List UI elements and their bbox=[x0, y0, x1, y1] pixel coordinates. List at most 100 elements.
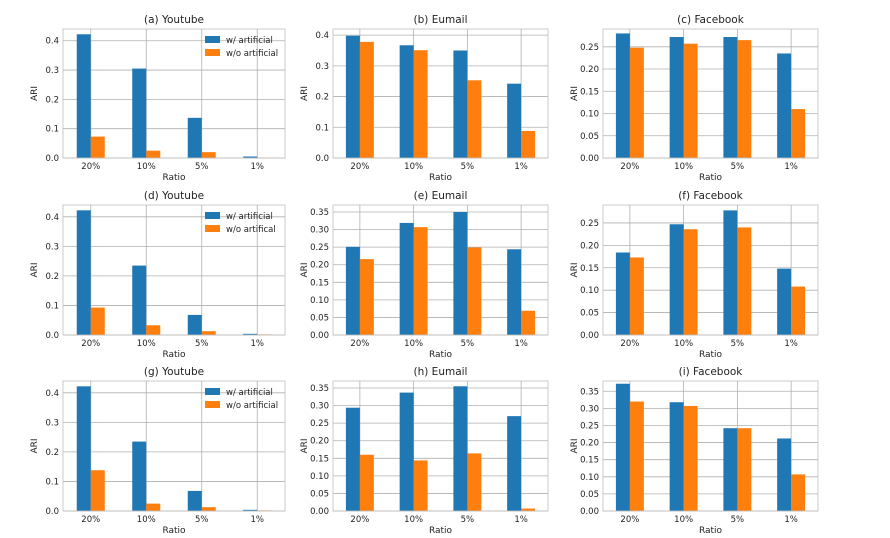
y-tick-label: 0.4 bbox=[45, 389, 59, 399]
y-tick-label: 0.00 bbox=[310, 331, 329, 341]
bar-without-3 bbox=[467, 247, 482, 335]
y-tick-label: 0.3 bbox=[45, 66, 59, 76]
y-tick-label: 0.30 bbox=[580, 404, 599, 414]
x-tick-label: 10% bbox=[674, 515, 693, 525]
x-tick-label: 20% bbox=[620, 515, 639, 525]
y-tick-label: 0.10 bbox=[580, 473, 599, 483]
y-tick-label: 0.00 bbox=[580, 507, 599, 517]
x-tick-label: 1% bbox=[784, 162, 798, 172]
y-axis-label: ARI bbox=[300, 86, 310, 101]
y-tick-label: 0.20 bbox=[580, 241, 599, 251]
y-tick-label: 0.4 bbox=[45, 213, 59, 223]
x-tick-label: 1% bbox=[784, 339, 798, 349]
x-axis-label: Ratio bbox=[429, 526, 453, 536]
y-tick-label: 0.05 bbox=[580, 309, 599, 319]
plot-frame bbox=[332, 28, 549, 159]
legend-swatch bbox=[205, 49, 220, 56]
chart-title: (c) Facebook bbox=[677, 14, 745, 26]
y-tick-label: 0.15 bbox=[580, 456, 599, 466]
bar-with-3 bbox=[187, 490, 202, 511]
bar-with-1 bbox=[615, 252, 630, 335]
legend-swatch bbox=[205, 388, 220, 395]
bar-without-3 bbox=[737, 428, 752, 511]
bar-with-3 bbox=[723, 428, 738, 511]
bar-with-2 bbox=[132, 68, 147, 158]
y-tick-label: 0.1 bbox=[315, 123, 329, 133]
legend-label: w/ artificial bbox=[226, 212, 273, 222]
bar-without-1 bbox=[629, 47, 644, 159]
legend-swatch bbox=[205, 401, 220, 408]
legend-swatch bbox=[205, 36, 220, 43]
y-tick-label: 0.10 bbox=[310, 472, 329, 482]
y-tick-label: 0.25 bbox=[310, 419, 329, 429]
x-axis-label: Ratio bbox=[699, 350, 723, 360]
bar-without-2 bbox=[146, 150, 161, 158]
x-axis-label: Ratio bbox=[162, 526, 186, 536]
bar-without-2 bbox=[146, 325, 161, 335]
bar-without-4 bbox=[791, 474, 806, 511]
x-tick-label: 5% bbox=[461, 162, 475, 172]
bar-with-3 bbox=[453, 212, 468, 335]
bar-with-4 bbox=[777, 53, 792, 159]
bar-without-3 bbox=[737, 227, 752, 335]
y-tick-label: 0.05 bbox=[310, 489, 329, 499]
x-tick-label: 10% bbox=[404, 162, 423, 172]
panel-4: 0.0 0.1 0.2 0.3 0.4 20% 10% 5% 1% (d) Youtube Rati… bbox=[30, 190, 286, 360]
x-tick-label: 1% bbox=[251, 515, 265, 525]
y-tick-label: 0.2 bbox=[45, 272, 59, 282]
panel-3: 0.00 0.05 0.10 0.15 0.20 0.25 20% 10% 5% 1% (c) Fa… bbox=[570, 14, 819, 183]
plot-frame bbox=[602, 28, 819, 159]
y-axis-label: ARI bbox=[570, 262, 580, 277]
bar-with-1 bbox=[76, 386, 91, 511]
bar-without-1 bbox=[359, 41, 374, 158]
plot-frame bbox=[602, 380, 819, 512]
chart-title: (e) Eumail bbox=[414, 190, 468, 202]
y-tick-label: 0.30 bbox=[310, 402, 329, 412]
y-tick-label: 0.05 bbox=[310, 313, 329, 323]
plot-frame bbox=[62, 380, 286, 512]
x-tick-label: 20% bbox=[350, 515, 369, 525]
x-tick-label: 20% bbox=[81, 162, 100, 172]
legend-label: w/ artificial bbox=[226, 36, 273, 46]
y-tick-label: 0.20 bbox=[580, 65, 599, 75]
x-tick-label: 5% bbox=[461, 515, 475, 525]
y-axis-label: ARI bbox=[300, 262, 310, 277]
x-tick-label: 10% bbox=[674, 339, 693, 349]
chart-title: (f) Facebook bbox=[678, 190, 743, 202]
y-tick-label: 0.30 bbox=[310, 226, 329, 236]
x-tick-label: 5% bbox=[731, 515, 745, 525]
y-axis-label: ARI bbox=[30, 262, 40, 277]
y-tick-label: 0.10 bbox=[310, 296, 329, 306]
y-tick-label: 0.1 bbox=[45, 301, 59, 311]
x-tick-label: 1% bbox=[784, 515, 798, 525]
x-tick-label: 5% bbox=[195, 515, 209, 525]
x-axis-label: Ratio bbox=[429, 173, 453, 183]
y-tick-label: 0.25 bbox=[580, 43, 599, 53]
y-tick-label: 0.0 bbox=[45, 331, 59, 341]
panel-8: 0.00 0.05 0.10 0.15 0.20 0.25 0.30 0.35 20% 10% 5%… bbox=[300, 366, 549, 536]
bar-with-2 bbox=[399, 222, 414, 335]
bar-without-1 bbox=[359, 454, 374, 511]
x-tick-label: 1% bbox=[514, 339, 528, 349]
legend-swatch bbox=[205, 212, 220, 219]
y-tick-label: 0.2 bbox=[45, 448, 59, 458]
bar-with-4 bbox=[507, 83, 522, 158]
y-tick-label: 0.3 bbox=[45, 418, 59, 428]
panel-2: 0.0 0.1 0.2 0.3 0.4 20% 10% 5% 1% (b) Eumail Ratio… bbox=[300, 14, 549, 183]
x-tick-label: 5% bbox=[731, 162, 745, 172]
chart-title: (b) Eumail bbox=[414, 14, 468, 26]
bar-with-1 bbox=[345, 35, 360, 158]
y-tick-label: 0.4 bbox=[45, 37, 59, 47]
x-axis-label: Ratio bbox=[429, 350, 453, 360]
chart-title: (i) Facebook bbox=[679, 366, 744, 378]
y-tick-label: 0.00 bbox=[580, 154, 599, 164]
x-tick-label: 10% bbox=[674, 162, 693, 172]
y-tick-label: 0.4 bbox=[315, 31, 329, 41]
y-tick-label: 0.10 bbox=[580, 286, 599, 296]
legend-swatch bbox=[205, 225, 220, 232]
y-tick-label: 0.05 bbox=[580, 132, 599, 142]
x-tick-label: 10% bbox=[404, 339, 423, 349]
x-tick-label: 5% bbox=[195, 162, 209, 172]
panel-6: 0.00 0.05 0.10 0.15 0.20 0.25 20% 10% 5% 1% (f) Fa… bbox=[570, 190, 819, 360]
